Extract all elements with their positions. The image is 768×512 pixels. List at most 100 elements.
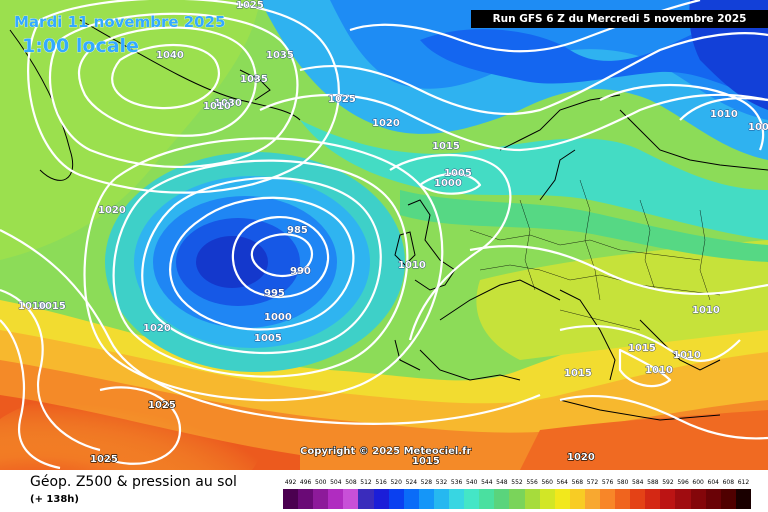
isobar-label: 1020 bbox=[143, 323, 171, 334]
legend-swatch bbox=[584, 489, 600, 509]
isobar-label: 1025 bbox=[236, 0, 264, 11]
legend-swatch bbox=[509, 489, 525, 509]
legend-swatch bbox=[615, 489, 631, 509]
z500-field bbox=[0, 0, 768, 470]
isobar-label: 1040 bbox=[156, 50, 184, 61]
legend-label: 600 bbox=[692, 479, 704, 486]
isobar-label: 1015 bbox=[432, 141, 460, 152]
isobar-label: 1005 bbox=[444, 168, 472, 179]
legend-label: 524 bbox=[405, 479, 418, 486]
legend-swatch bbox=[690, 489, 706, 509]
legend-swatch bbox=[705, 489, 721, 509]
legend-swatch bbox=[735, 489, 751, 509]
isobar-label: 1010 bbox=[398, 260, 426, 271]
legend-label: 592 bbox=[662, 479, 674, 486]
legend-swatch bbox=[675, 489, 691, 509]
legend-label: 540 bbox=[465, 479, 478, 486]
isobar-label: 1025 bbox=[148, 400, 176, 411]
isobar-label: 1025 bbox=[328, 94, 356, 105]
isobar-label: 1035 bbox=[266, 50, 294, 61]
model-run-label: Run GFS 6 Z du Mercredi 5 novembre 2025 bbox=[471, 10, 768, 28]
legend-label: 536 bbox=[450, 479, 463, 486]
forecast-date: Mardi 11 novembre 2025 bbox=[14, 13, 226, 31]
isobar-label: 1025 bbox=[90, 454, 118, 465]
legend-swatch bbox=[403, 489, 419, 509]
legend-swatch bbox=[554, 489, 570, 509]
isobar-labels: 1025 1040 1035 1035 1030 1010 1025 1020 … bbox=[18, 0, 768, 468]
legend-label: 604 bbox=[707, 479, 719, 486]
coastlines bbox=[9, 19, 768, 421]
legend-swatch bbox=[464, 489, 480, 509]
legend-swatch bbox=[283, 489, 299, 509]
legend-label: 504 bbox=[330, 479, 342, 486]
legend-label: 552 bbox=[511, 479, 523, 486]
legend-label: 528 bbox=[420, 479, 433, 486]
isobar-label: 1020 bbox=[372, 118, 400, 129]
legend-label: 564 bbox=[556, 479, 568, 486]
legend-label: 500 bbox=[315, 479, 327, 486]
isobar-label: 1020 bbox=[98, 205, 126, 216]
isobar-label: 1020 bbox=[567, 452, 595, 463]
legend-label: 580 bbox=[616, 479, 629, 486]
isobar-label: 1005 bbox=[254, 333, 282, 344]
legend-label: 544 bbox=[481, 479, 493, 486]
legend-swatch bbox=[358, 489, 374, 509]
legend-label: 556 bbox=[526, 479, 538, 486]
copyright-text: Copyright © 2025 Meteociel.fr bbox=[300, 446, 471, 457]
legend-swatch bbox=[539, 489, 555, 509]
isobar-label: 1000 bbox=[264, 312, 292, 323]
isobar-label: 990 bbox=[290, 266, 311, 277]
legend-label: 532 bbox=[435, 479, 448, 486]
legend-swatch bbox=[479, 489, 495, 509]
legend-swatch bbox=[388, 489, 404, 509]
legend-label: 588 bbox=[647, 479, 659, 486]
legend-swatch bbox=[569, 489, 585, 509]
isobar-label: 1000 bbox=[434, 178, 462, 189]
isobar-label: 1010 bbox=[203, 101, 231, 112]
isobar-label: 1010 bbox=[710, 109, 738, 120]
legend-label: 516 bbox=[375, 479, 387, 486]
legend-swatch bbox=[720, 489, 736, 509]
legend-label: 520 bbox=[390, 479, 402, 486]
isobar-label: 1030 bbox=[214, 98, 242, 109]
isobar-label: 1015 bbox=[628, 343, 656, 354]
legend-swatch bbox=[298, 489, 314, 509]
legend-label: 548 bbox=[496, 479, 508, 486]
legend-label: 612 bbox=[737, 479, 750, 486]
legend-bar bbox=[283, 489, 751, 509]
chart-footer: Géop. Z500 & pression au sol (+ 138h) 49… bbox=[0, 470, 768, 512]
legend-label: 572 bbox=[586, 479, 599, 486]
legend-label: 596 bbox=[677, 479, 689, 486]
legend-label: 512 bbox=[360, 479, 372, 486]
legend-swatch bbox=[343, 489, 359, 509]
legend-label: 584 bbox=[632, 479, 644, 486]
forecast-step: (+ 138h) bbox=[30, 494, 79, 505]
isobar-label: 1015 bbox=[564, 368, 592, 379]
isobar-label: 1010 bbox=[645, 365, 673, 376]
forecast-hour: 1:00 locale bbox=[22, 35, 139, 57]
isobar-label: 1010 bbox=[18, 301, 46, 312]
borders bbox=[469, 179, 721, 331]
legend-label: 576 bbox=[601, 479, 614, 486]
legend-swatch bbox=[449, 489, 465, 509]
legend-swatch bbox=[660, 489, 676, 509]
legend-label: 560 bbox=[541, 479, 553, 486]
color-legend: 492 496 500 504 508 512 516 520 524 528 532 536 540 5… bbox=[283, 479, 753, 509]
isobar-label: 1005 bbox=[748, 122, 768, 133]
isobars bbox=[0, 0, 768, 470]
legend-swatch bbox=[524, 489, 540, 509]
chart-title: Géop. Z500 & pression au sol bbox=[30, 474, 237, 490]
legend-swatch bbox=[494, 489, 510, 509]
isobar-label: 1035 bbox=[240, 74, 268, 85]
legend-swatch bbox=[373, 489, 389, 509]
legend-swatch bbox=[630, 489, 646, 509]
legend-label: 508 bbox=[345, 479, 357, 486]
legend-swatch bbox=[418, 489, 434, 509]
legend-swatch bbox=[433, 489, 450, 509]
isobar-label: 1010 bbox=[692, 305, 720, 316]
legend-swatch bbox=[328, 489, 344, 509]
legend-swatch bbox=[599, 489, 616, 509]
isobar-label: 995 bbox=[264, 288, 285, 299]
legend-label: 608 bbox=[722, 479, 735, 486]
